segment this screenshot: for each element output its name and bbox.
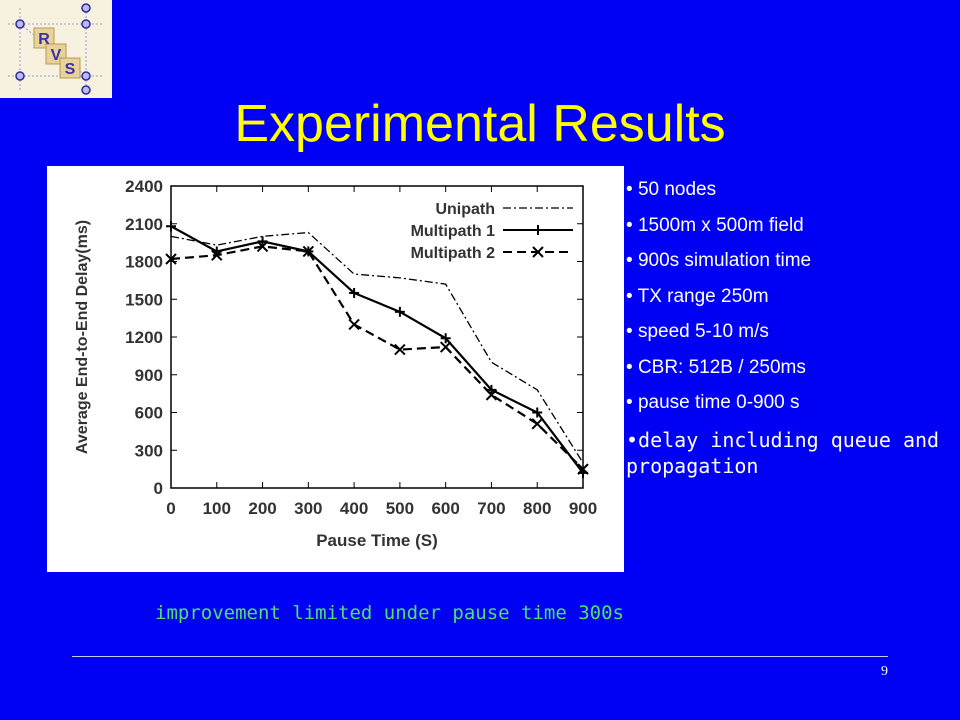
y-tick-label: 2100 — [125, 215, 163, 234]
chart-container: 0 300 600 900 1200 1500 1800 2100 2400 0 100 200 300… — [47, 166, 624, 572]
series-line — [170, 231, 584, 464]
bullet-text: CBR: 512B / 250ms — [637, 356, 806, 378]
delay-chart: 0 300 600 900 1200 1500 1800 2100 2400 0 100 200 300… — [74, 177, 597, 550]
x-tick-label: 500 — [386, 499, 414, 518]
logo-letter-s: S — [65, 61, 76, 78]
y-tick-label: 1200 — [125, 328, 163, 347]
y-tick-label: 1800 — [125, 253, 163, 272]
bullet-item: • TX range 250m — [626, 285, 769, 307]
bullet-item: • pause time 0-900 s — [626, 392, 800, 413]
series-line — [170, 245, 584, 470]
bullet-item: •delay including queue and propagation — [626, 427, 940, 478]
legend: Unipath Multipath 1 Multipath 2 — [411, 201, 573, 262]
x-tick-label: 100 — [203, 499, 231, 518]
legend-label: Multipath 2 — [411, 245, 496, 262]
bullet-item: • 50 nodes — [626, 179, 717, 200]
x-tick-label: 0 — [166, 499, 175, 518]
y-tick-label: 300 — [135, 441, 163, 460]
cross-marker — [302, 245, 315, 258]
y-tick-label: 600 — [135, 404, 163, 423]
bullet-item: • speed 5-10 m/s — [626, 321, 769, 342]
cross-marker — [165, 253, 177, 265]
logo-letter-v: V — [51, 47, 62, 64]
legend-label: Multipath 1 — [411, 223, 496, 240]
series-line — [170, 225, 584, 474]
logo-letter-r: R — [38, 31, 50, 48]
bullet-item: • 1500m x 500m field — [626, 214, 804, 236]
bullet-text: 1500m x 500m field — [637, 214, 804, 236]
cross-marker — [531, 418, 543, 430]
bullet-list: • 50 nodes • 1500m x 500m field • 900s s… — [626, 172, 956, 479]
cross-marker — [211, 249, 223, 261]
y-tick-label: 0 — [154, 479, 163, 498]
x-tick-label: 700 — [477, 499, 505, 518]
x-tick-label: 400 — [340, 499, 368, 518]
legend-label: Unipath — [435, 201, 495, 218]
rvs-logo-graphic: R V S — [0, 0, 112, 98]
x-tick-label: 800 — [523, 499, 551, 518]
cross-marker — [348, 318, 360, 331]
cross-marker — [485, 389, 498, 401]
cross-marker — [256, 240, 269, 253]
rvs-logo: R V S — [0, 0, 112, 98]
bullet-text: 50 nodes — [637, 179, 717, 200]
x-tick-label: 900 — [569, 499, 597, 518]
series-multipath-1 — [166, 221, 588, 478]
bullet-text: speed 5-10 m/s — [637, 321, 769, 342]
bullet-text: 900s simulation time — [637, 250, 812, 271]
y-tick-label: 2400 — [125, 177, 163, 196]
bullet-text: pause time 0-900 s — [637, 392, 800, 413]
series-unipath — [170, 231, 584, 464]
cross-marker — [439, 341, 452, 353]
series-multipath-2 — [165, 240, 589, 475]
bullet-item: • 900s simulation time — [626, 250, 812, 271]
slide-title: Experimental Results — [234, 95, 726, 153]
page-number: 9 — [881, 664, 888, 679]
cross-marker — [394, 343, 406, 356]
x-tick-label: 600 — [431, 499, 459, 518]
bullet-text: TX range 250m — [637, 285, 769, 307]
y-tick-label: 900 — [135, 366, 163, 385]
y-axis-label: Average End-to-End Delay(ms) — [74, 220, 91, 454]
x-tick-label: 200 — [248, 499, 276, 518]
x-tick-label: 300 — [294, 499, 322, 518]
cross-marker — [532, 246, 544, 258]
plot-frame — [170, 185, 584, 489]
slide-caption: improvement limited under pause time 300… — [155, 602, 624, 624]
bullet-item: • CBR: 512B / 250ms — [626, 356, 806, 378]
x-axis-label: Pause Time (S) — [316, 531, 438, 550]
cross-marker — [577, 463, 589, 475]
footer-divider — [72, 656, 888, 657]
bullet-text: delay including queue and propagation — [626, 427, 940, 478]
y-tick-label: 1500 — [125, 290, 163, 309]
